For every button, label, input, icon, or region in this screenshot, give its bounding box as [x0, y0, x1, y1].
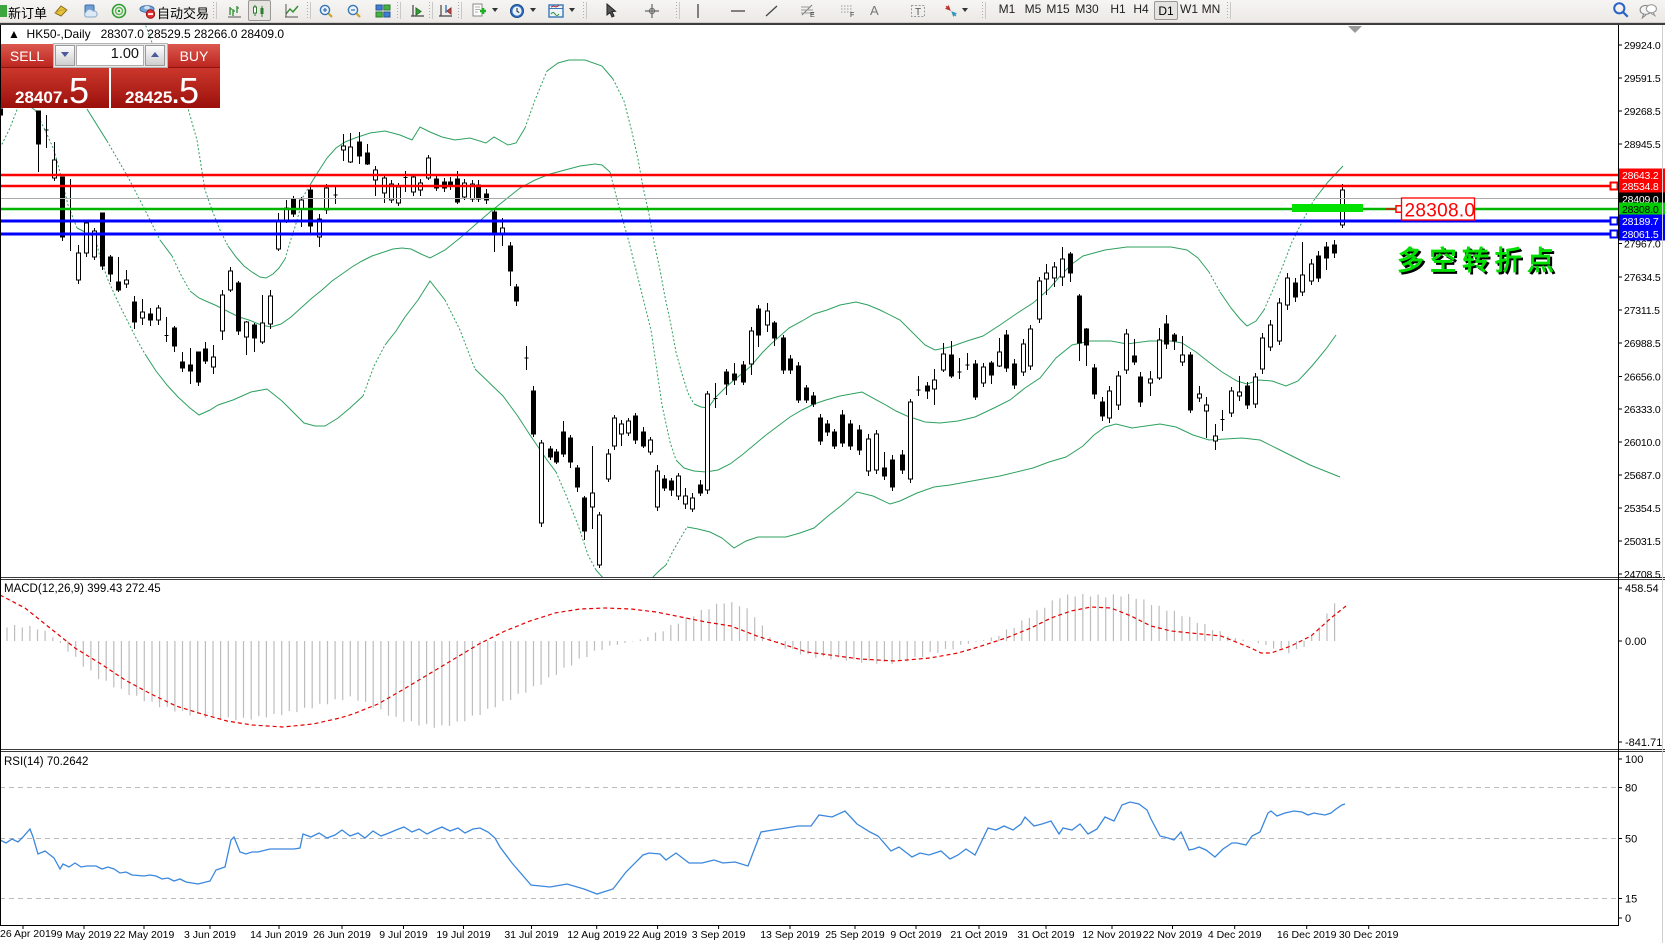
- svg-text:28643.2: 28643.2: [1622, 170, 1659, 182]
- svg-text:12 Nov 2019: 12 Nov 2019: [1082, 929, 1142, 941]
- svg-text:28534.8: 28534.8: [1622, 181, 1659, 193]
- svg-text:26 Apr 2019: 26 Apr 2019: [0, 928, 57, 940]
- svg-text:28308.0: 28308.0: [1622, 204, 1659, 216]
- svg-text:31 Oct 2019: 31 Oct 2019: [1017, 929, 1074, 941]
- svg-text:28945.5: 28945.5: [1624, 139, 1661, 151]
- svg-text:9 May 2019: 9 May 2019: [57, 929, 112, 941]
- svg-text:4 Dec 2019: 4 Dec 2019: [1208, 929, 1262, 941]
- svg-text:14 Jun 2019: 14 Jun 2019: [250, 929, 308, 941]
- svg-text:26333.0: 26333.0: [1624, 404, 1661, 416]
- svg-text:30 Dec 2019: 30 Dec 2019: [1339, 929, 1399, 941]
- svg-text:3 Jun 2019: 3 Jun 2019: [184, 929, 236, 941]
- svg-text:31 Jul 2019: 31 Jul 2019: [504, 929, 558, 941]
- svg-text:29924.0: 29924.0: [1624, 40, 1661, 52]
- svg-text:MACD(12,26,9) 399.43 272.45: MACD(12,26,9) 399.43 272.45: [4, 583, 161, 595]
- svg-text:25031.5: 25031.5: [1624, 536, 1661, 548]
- svg-text:12 Aug 2019: 12 Aug 2019: [567, 929, 626, 941]
- svg-text:28061.5: 28061.5: [1622, 229, 1659, 241]
- svg-text:25687.0: 25687.0: [1624, 470, 1661, 482]
- svg-text:RSI(14) 70.2642: RSI(14) 70.2642: [4, 756, 88, 768]
- svg-text:-841.71: -841.71: [1625, 737, 1662, 749]
- svg-text:9 Oct 2019: 9 Oct 2019: [890, 929, 942, 941]
- svg-text:19 Jul 2019: 19 Jul 2019: [436, 929, 490, 941]
- svg-text:24708.5: 24708.5: [1624, 569, 1661, 581]
- svg-text:16 Dec 2019: 16 Dec 2019: [1277, 929, 1337, 941]
- svg-text:22 Nov 2019: 22 Nov 2019: [1143, 929, 1203, 941]
- svg-text:27311.5: 27311.5: [1624, 305, 1660, 317]
- svg-text:15: 15: [1625, 894, 1637, 906]
- svg-text:3 Sep 2019: 3 Sep 2019: [692, 929, 746, 941]
- svg-text:F: F: [850, 12, 854, 19]
- svg-text:26656.0: 26656.0: [1624, 372, 1661, 384]
- svg-text:13 Sep 2019: 13 Sep 2019: [760, 929, 820, 941]
- svg-text:28308.0: 28308.0: [1405, 201, 1476, 222]
- svg-text:27967.0: 27967.0: [1624, 239, 1661, 251]
- svg-text:0.00: 0.00: [1625, 636, 1646, 648]
- svg-text:26988.5: 26988.5: [1624, 338, 1661, 350]
- svg-text:多空转折点: 多空转折点: [1397, 245, 1560, 276]
- svg-text:E: E: [810, 12, 815, 19]
- svg-text:0: 0: [1625, 913, 1631, 925]
- svg-text:26 Jun 2019: 26 Jun 2019: [313, 929, 371, 941]
- svg-text:50: 50: [1625, 834, 1637, 846]
- svg-text:25 Sep 2019: 25 Sep 2019: [825, 929, 885, 941]
- svg-text:22 May 2019: 22 May 2019: [114, 929, 175, 941]
- svg-text:26010.0: 26010.0: [1624, 437, 1661, 449]
- svg-text:29591.5: 29591.5: [1624, 73, 1661, 85]
- svg-text:多空转折点: 多空转折点: [1399, 247, 1562, 278]
- svg-text:9 Jul 2019: 9 Jul 2019: [379, 929, 428, 941]
- svg-text:100: 100: [1625, 754, 1643, 766]
- svg-text:458.54: 458.54: [1625, 583, 1659, 595]
- svg-text:80: 80: [1625, 783, 1637, 795]
- svg-text:T: T: [915, 7, 921, 18]
- svg-text:22 Aug 2019: 22 Aug 2019: [628, 929, 687, 941]
- svg-text:21 Oct 2019: 21 Oct 2019: [950, 929, 1007, 941]
- svg-text:28189.7: 28189.7: [1622, 216, 1659, 228]
- svg-text:29268.5: 29268.5: [1624, 106, 1661, 118]
- svg-text:25354.5: 25354.5: [1624, 503, 1661, 515]
- svg-text:27634.5: 27634.5: [1624, 272, 1661, 284]
